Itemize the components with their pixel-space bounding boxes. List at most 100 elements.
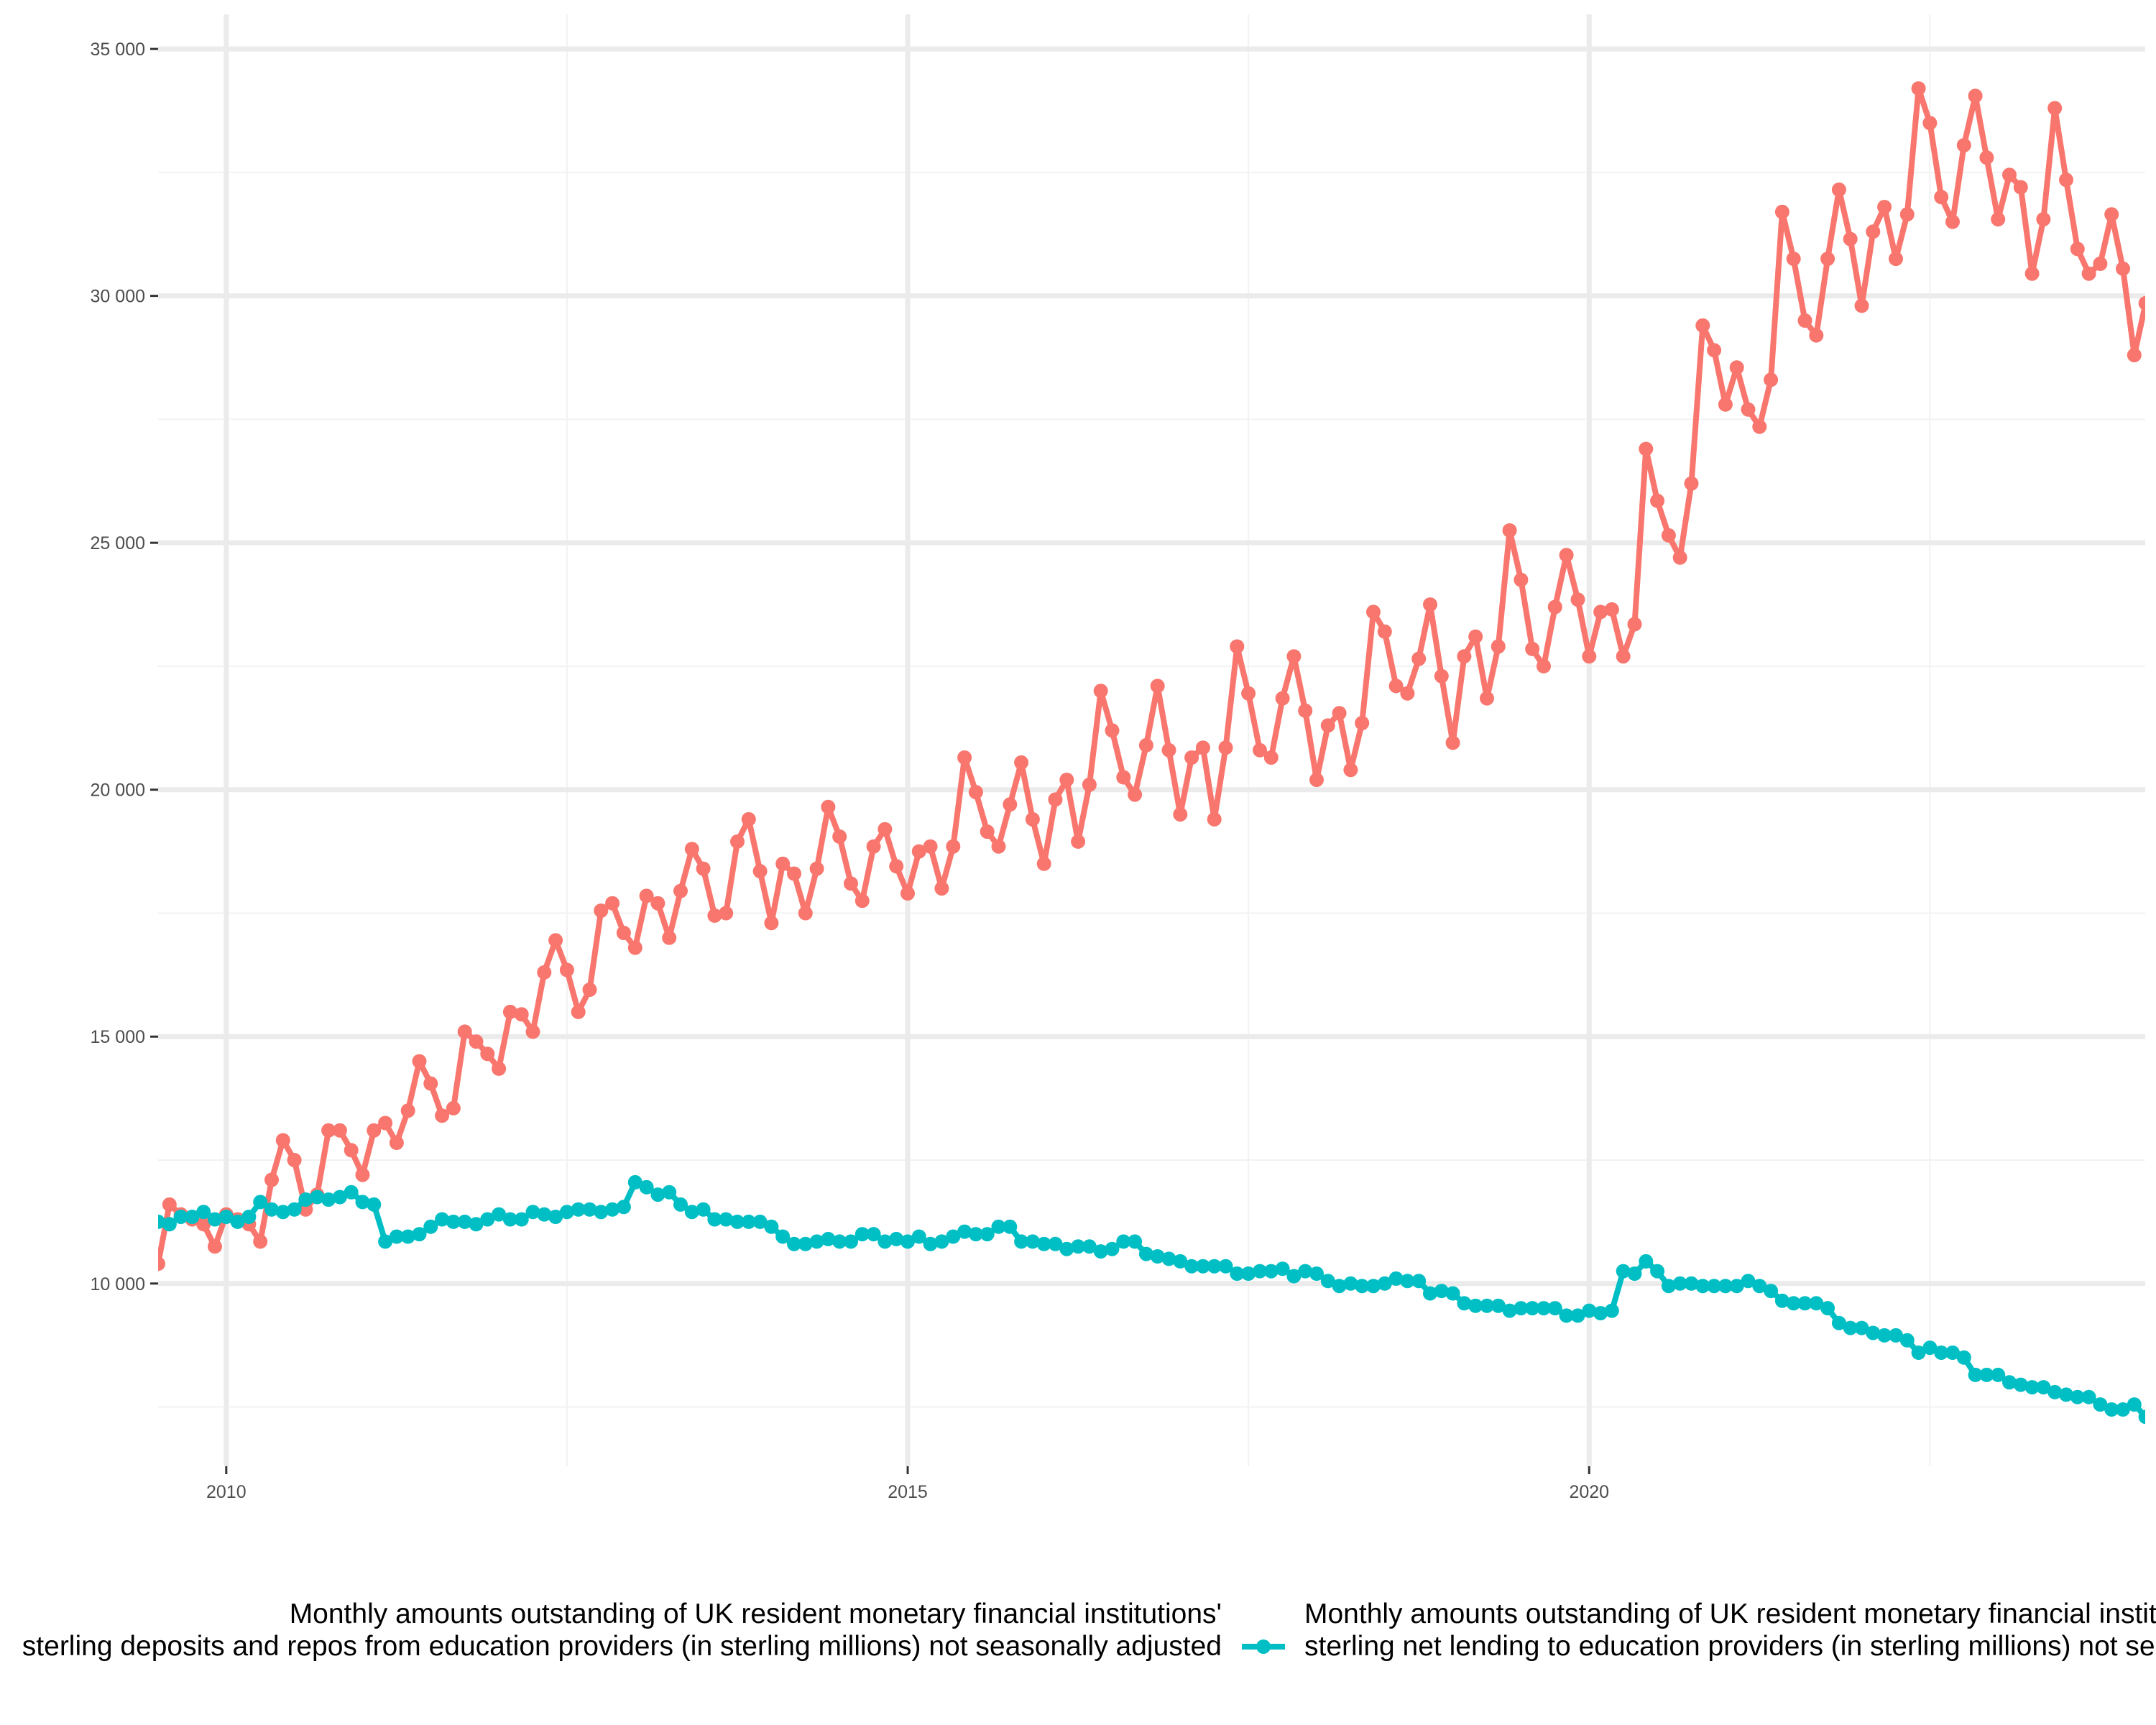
y-axis-tick-labels: 10 000 15 000 20 000 25 000 30 000 35 00…: [91, 40, 145, 1294]
data-point: [696, 1202, 711, 1217]
data-point: [1752, 1279, 1767, 1294]
data-point: [1150, 678, 1165, 694]
data-point: [1298, 1264, 1313, 1279]
data-point: [2093, 257, 2108, 271]
data-point: [1411, 1274, 1427, 1289]
data-point: [275, 1133, 290, 1148]
major-gridlines: [158, 14, 2145, 1466]
data-point: [764, 916, 779, 931]
data-point: [719, 906, 734, 921]
x-tick-label-2020: 2020: [1569, 1482, 1609, 1502]
data-point: [1241, 686, 1256, 701]
data-point: [854, 1227, 870, 1242]
data-point: [332, 1123, 347, 1138]
data-point: [1593, 1306, 1608, 1320]
data-point: [1082, 1239, 1097, 1254]
data-point: [196, 1217, 211, 1232]
data-point: [1729, 360, 1744, 375]
data-point: [946, 1229, 961, 1244]
data-point: [1570, 592, 1585, 607]
data-point: [1150, 1249, 1165, 1264]
data-point: [1071, 834, 1086, 849]
data-point: [412, 1054, 427, 1069]
data-point: [1263, 750, 1279, 765]
data-point: [514, 1212, 529, 1227]
data-point: [344, 1143, 359, 1158]
data-point: [923, 839, 938, 854]
data-point: [968, 1227, 983, 1242]
data-point: [1786, 1296, 1801, 1311]
data-point: [1025, 1234, 1040, 1249]
data-point: [1218, 740, 1233, 755]
data-point: [957, 750, 972, 765]
data-point: [2059, 1387, 2073, 1402]
data-point: [1377, 1276, 1392, 1291]
data-point: [1003, 797, 1018, 812]
data-point: [1048, 1236, 1063, 1251]
data-point: [1559, 1308, 1574, 1323]
data-point: [809, 1234, 824, 1249]
data-point: [2024, 1380, 2040, 1395]
data-point: [1889, 252, 1903, 267]
data-point: [1820, 1301, 1835, 1316]
data-point: [1831, 1315, 1846, 1330]
data-point: [537, 965, 552, 980]
data-point: [662, 930, 677, 945]
data-point: [1991, 212, 2006, 227]
data-point: [662, 1184, 677, 1200]
data-point: [1797, 313, 1812, 328]
data-point: [719, 1212, 734, 1227]
data-point: [412, 1227, 427, 1242]
data-point: [287, 1153, 302, 1167]
data-point: [2059, 172, 2073, 188]
data-point: [480, 1046, 495, 1062]
data-point: [1831, 182, 1846, 197]
data-point: [1071, 1239, 1086, 1254]
data-point: [1922, 1340, 1938, 1356]
data-point: [605, 1202, 620, 1217]
data-point: [798, 906, 813, 921]
data-point: [173, 1210, 188, 1224]
data-point: [1105, 723, 1120, 738]
data-point: [1582, 649, 1597, 664]
data-point: [934, 1234, 949, 1249]
data-point: [1253, 742, 1267, 758]
data-point: [1309, 1266, 1324, 1281]
data-point: [548, 933, 563, 948]
data-point: [991, 839, 1006, 854]
data-point: [1138, 1246, 1153, 1261]
data-point: [1809, 1296, 1824, 1311]
data-point: [1639, 441, 1654, 456]
data-point: [2013, 1377, 2028, 1392]
data-point: [1866, 1325, 1881, 1340]
series-0: [158, 81, 2145, 1271]
data-point: [367, 1123, 382, 1138]
data-point: [832, 1234, 847, 1249]
x-tick-label-2015: 2015: [888, 1482, 928, 1502]
y-tick-label-30000: 30 000: [91, 287, 145, 307]
data-point: [321, 1192, 336, 1207]
data-point: [594, 1205, 609, 1220]
data-point: [696, 861, 711, 876]
data-point: [1366, 604, 1381, 620]
data-point: [752, 1214, 768, 1229]
data-point: [457, 1214, 472, 1229]
data-point: [1968, 88, 1983, 104]
data-point: [1423, 1286, 1437, 1301]
data-point: [1230, 639, 1245, 654]
data-point: [582, 983, 597, 997]
data-point: [1877, 200, 1892, 214]
data-point: [1116, 770, 1131, 785]
y-tick-label-10000: 10 000: [91, 1274, 145, 1294]
data-point: [1434, 668, 1449, 684]
data-point: [378, 1116, 393, 1131]
axis-ticks: [150, 47, 1590, 1474]
data-point: [1741, 402, 1756, 417]
data-point: [900, 886, 915, 901]
data-point: [2104, 1402, 2119, 1417]
data-point: [1979, 150, 1994, 165]
data-point: [1911, 81, 1926, 96]
data-point: [162, 1197, 177, 1212]
data-point: [1253, 1264, 1267, 1279]
data-point: [1195, 1259, 1210, 1274]
